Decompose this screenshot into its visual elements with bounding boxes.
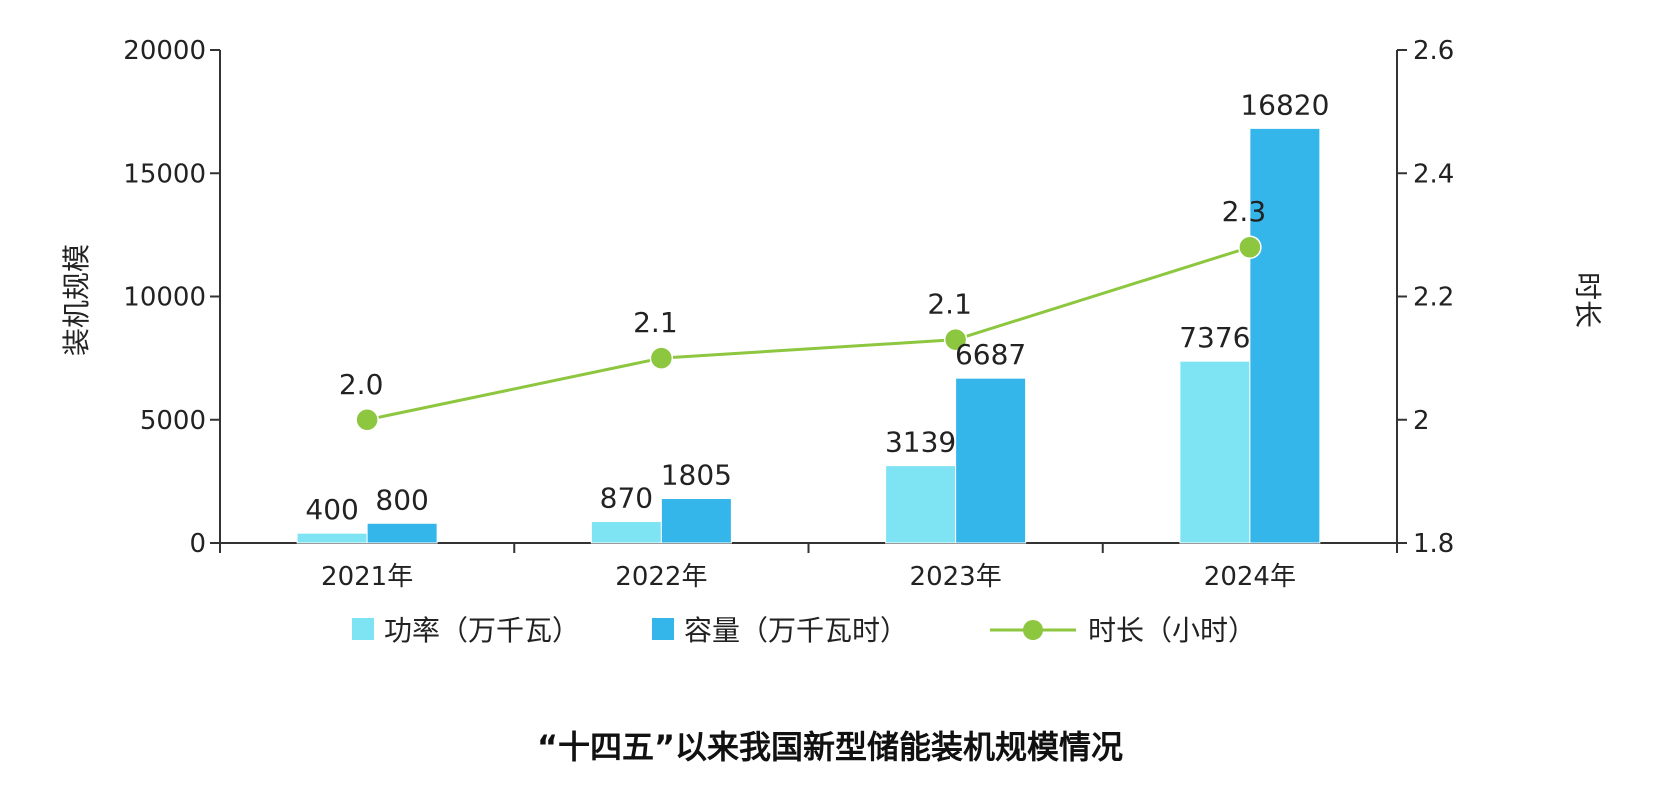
bar-capacity [366, 522, 438, 544]
duration-point [943, 327, 968, 352]
bar-data-label: 3139 [885, 426, 956, 459]
legend-power-label: 功率（万千瓦） [384, 614, 580, 647]
line-data-label: 2.1 [633, 306, 678, 339]
bar-data-label: 6687 [955, 338, 1026, 371]
data-labels: 400 870 3139 7376 800 1805 6687 16820 2.0 2.1 2.1 2… [305, 88, 1329, 526]
y2-tick-label: 2.6 [1413, 36, 1454, 66]
x-tick-label: 2024年 [1204, 562, 1296, 592]
legend-capacity-swatch [652, 618, 674, 640]
bar-capacity [955, 377, 1027, 544]
y2-tick-label: 2 [1413, 406, 1430, 436]
bar-capacity [660, 498, 732, 544]
bar-data-label: 16820 [1240, 88, 1329, 121]
bars [296, 127, 1321, 544]
duration-line [366, 245, 1251, 422]
legend-duration-swatch-marker [1023, 620, 1043, 640]
line-data-label: 2.1 [927, 288, 972, 321]
x-tick-label: 2022年 [615, 562, 707, 592]
legend-duration: 时长（小时） [990, 614, 1256, 647]
x-tick-label: 2023年 [910, 562, 1002, 592]
line-data-label: 2.3 [1222, 195, 1267, 228]
y-tick-label: 0 [189, 529, 206, 559]
duration-point [355, 408, 379, 432]
y-tick-label: 15000 [123, 159, 206, 189]
y2-tick-label: 2.4 [1413, 159, 1454, 189]
bar-data-label: 7376 [1179, 321, 1250, 354]
y-tick-label: 20000 [123, 36, 206, 66]
legend: 功率（万千瓦） 容量（万千瓦时） 时长（小时） [352, 614, 1256, 647]
legend-power: 功率（万千瓦） [352, 614, 580, 647]
bar-power [590, 521, 662, 544]
x-tick-label: 2021年 [321, 562, 413, 592]
duration-point [1238, 235, 1262, 259]
axes: 0 5000 10000 15000 20000 1.8 2 2.2 2.4 2.6 2021年 20… [123, 36, 1454, 592]
legend-power-swatch [352, 618, 374, 640]
y2-axis-title: 时长 [1571, 272, 1604, 328]
duration-point [649, 346, 674, 370]
legend-capacity: 容量（万千瓦时） [652, 614, 908, 647]
line-data-label: 2.0 [339, 368, 384, 401]
bar-power [1179, 360, 1251, 544]
y2-tick-label: 1.8 [1413, 529, 1454, 559]
bar-capacity [1249, 127, 1321, 544]
bar-data-label: 1805 [661, 459, 732, 492]
y-tick-label: 10000 [123, 283, 206, 313]
bar-data-label: 400 [305, 493, 358, 526]
bar-power [296, 532, 368, 544]
chart-title: “十四五”以来我国新型储能装机规模情况 [537, 728, 1123, 766]
legend-capacity-label: 容量（万千瓦时） [684, 614, 908, 647]
y-axis-title: 装机规模 [60, 244, 93, 356]
legend-duration-label: 时长（小时） [1088, 614, 1256, 647]
y2-tick-label: 2.2 [1413, 283, 1454, 313]
bar-power [885, 465, 957, 544]
bar-data-label: 870 [600, 482, 653, 515]
bar-data-label: 800 [375, 483, 428, 516]
line-series [355, 235, 1262, 432]
y-tick-label: 5000 [140, 406, 206, 436]
